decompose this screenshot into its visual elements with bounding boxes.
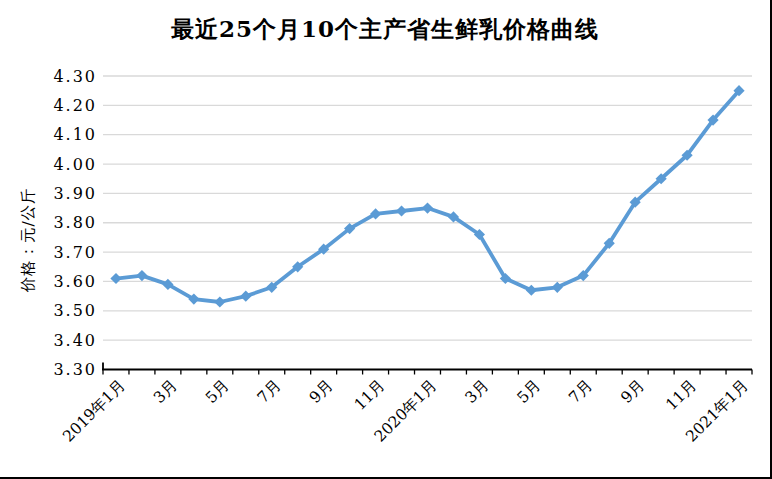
x-axis-tick-label: 2019年1月	[59, 376, 129, 446]
x-axis-tick-label: 11月	[662, 376, 700, 414]
y-axis-tick-label: 4.20	[53, 96, 97, 115]
data-point-marker	[136, 270, 147, 281]
y-axis-tick-label: 3.90	[53, 184, 97, 203]
y-axis-title: 价格：元/公斤	[19, 187, 37, 292]
x-axis-tick-label: 5月	[202, 376, 233, 407]
x-axis-tick-label: 7月	[565, 376, 596, 407]
x-axis-tick-label: 9月	[617, 376, 648, 407]
data-point-marker	[526, 285, 537, 296]
y-axis-tick-label: 4.00	[53, 155, 97, 174]
data-point-marker	[214, 296, 225, 307]
y-axis-tick-label: 3.60	[53, 272, 97, 291]
chart-title: 最近25个月10个主产省生鲜乳价格曲线	[0, 14, 770, 45]
y-axis-tick-label: 4.30	[53, 67, 97, 86]
x-axis-tick-label: 3月	[462, 376, 493, 407]
plot-area: 价格：元/公斤 3.30 3.40 3.50 3.60 3.70 3.80 3.90 4.00…	[0, 0, 772, 479]
data-point-marker	[240, 291, 251, 302]
price-line	[116, 91, 739, 302]
data-point-marker	[552, 282, 563, 293]
x-axis-tick-label: 5月	[513, 376, 544, 407]
y-axis-tick-label: 3.50	[53, 301, 97, 320]
y-axis-tick-label: 3.30	[53, 360, 97, 379]
data-point-marker	[110, 273, 121, 284]
y-axis-tick-label: 3.40	[53, 331, 97, 350]
milk-price-chart: 最近25个月10个主产省生鲜乳价格曲线 价格：元/公斤 3.30 3.40 3.50…	[0, 0, 772, 479]
y-axis-tick-label: 3.70	[53, 243, 97, 262]
data-point-marker	[422, 202, 433, 213]
y-axis-tick-label: 3.80	[53, 213, 97, 232]
x-axis-tick-label: 3月	[150, 376, 181, 407]
data-point-marker	[396, 205, 407, 216]
y-axis-tick-label: 4.10	[53, 125, 97, 144]
x-axis-tick-label: 11月	[351, 376, 389, 414]
x-axis-tick-label: 9月	[306, 376, 337, 407]
x-axis-tick-label: 7月	[254, 376, 285, 407]
